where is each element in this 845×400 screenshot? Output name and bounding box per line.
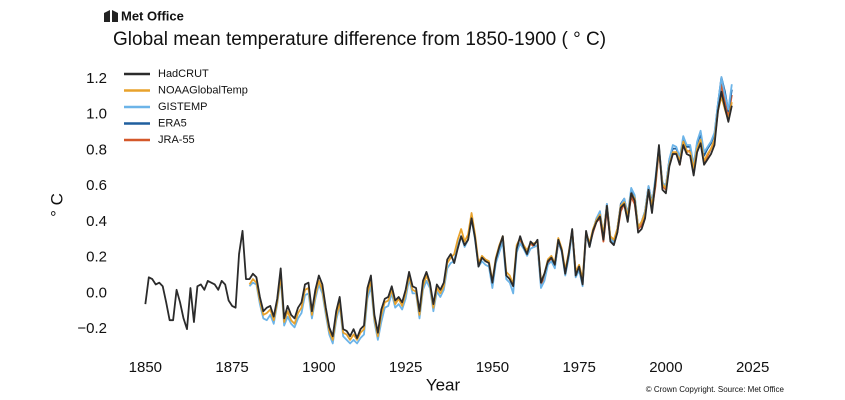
legend-label: NOAAGlobalTemp: [158, 84, 248, 96]
y-axis-label: ° C: [47, 193, 66, 217]
x-tick-label: 1950: [476, 359, 509, 376]
legend-label: GISTEMP: [158, 101, 208, 113]
x-tick-label: 1875: [215, 359, 248, 376]
x-tick-label: 2000: [649, 359, 682, 376]
y-tick-label: 1.2: [86, 70, 107, 87]
brand-name: Met Office: [121, 8, 184, 23]
data-line: [248, 95, 733, 341]
legend-label: HadCRUT: [158, 68, 209, 80]
data-line: [248, 76, 733, 345]
y-tick-label: 0.4: [86, 213, 107, 230]
y-tick-label: 0.8: [86, 141, 107, 158]
y-tick-label: 0.6: [86, 177, 107, 194]
brand-logo: [104, 10, 118, 22]
x-tick-label: 1975: [562, 359, 595, 376]
y-tick-label: 1.0: [86, 106, 107, 123]
data-line: [519, 83, 733, 286]
x-tick-label: 2025: [736, 359, 769, 376]
y-tick-label: 0.0: [86, 284, 107, 301]
legend-label: ERA5: [158, 117, 187, 129]
y-tick-label: 0.2: [86, 249, 107, 266]
data-line: [144, 90, 733, 339]
y-tick-label: −0.2: [77, 320, 107, 337]
x-tick-label: 1925: [389, 359, 422, 376]
source-note: © Crown Copyright. Source: Met Office: [646, 385, 785, 394]
chart-title: Global mean temperature difference from …: [113, 29, 606, 50]
x-axis-label: Year: [426, 375, 461, 394]
data-line: [592, 76, 733, 243]
x-tick-label: 1900: [302, 359, 335, 376]
legend-label: JRA-55: [158, 134, 195, 146]
x-tick-label: 1850: [129, 359, 162, 376]
